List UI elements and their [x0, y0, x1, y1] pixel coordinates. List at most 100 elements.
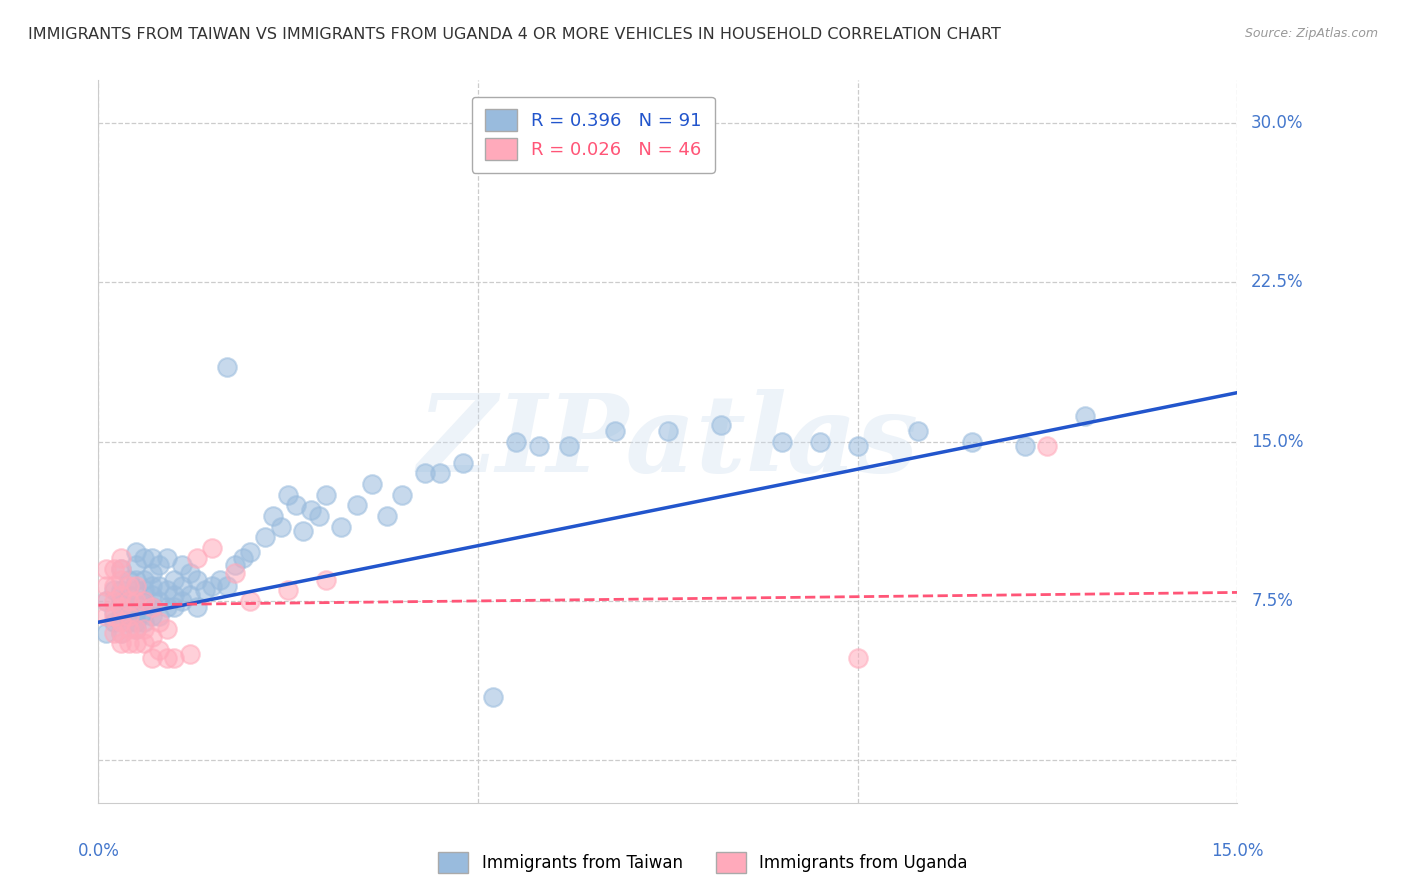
Point: [284, 498, 307, 512]
Point: [148, 594, 170, 608]
Point: [110, 588, 132, 602]
Text: Source: ZipAtlas.com: Source: ZipAtlas.com: [1244, 27, 1378, 40]
Point: [451, 456, 474, 470]
Point: [360, 477, 382, 491]
Point: [110, 600, 132, 615]
Point: [232, 551, 254, 566]
Point: [148, 642, 170, 657]
Point: [156, 583, 179, 598]
Point: [125, 594, 148, 608]
Point: [118, 608, 141, 623]
Text: 30.0%: 30.0%: [1251, 114, 1303, 132]
Point: [770, 434, 793, 449]
Point: [132, 573, 155, 587]
Point: [125, 636, 148, 650]
Point: [179, 647, 201, 661]
Point: [141, 551, 163, 566]
Point: [846, 651, 869, 665]
Point: [156, 622, 179, 636]
Point: [148, 608, 170, 623]
Point: [125, 545, 148, 559]
Point: [110, 562, 132, 576]
Text: 22.5%: 22.5%: [1251, 273, 1303, 291]
Point: [118, 615, 141, 630]
Point: [315, 573, 337, 587]
Point: [141, 600, 163, 615]
Point: [413, 467, 436, 481]
Point: [110, 594, 132, 608]
Text: IMMIGRANTS FROM TAIWAN VS IMMIGRANTS FROM UGANDA 4 OR MORE VEHICLES IN HOUSEHOLD: IMMIGRANTS FROM TAIWAN VS IMMIGRANTS FRO…: [28, 27, 1001, 42]
Point: [292, 524, 315, 538]
Point: [163, 588, 186, 602]
Point: [186, 551, 208, 566]
Legend: R = 0.396   N = 91, R = 0.026   N = 46: R = 0.396 N = 91, R = 0.026 N = 46: [472, 96, 714, 173]
Point: [141, 566, 163, 581]
Point: [429, 467, 451, 481]
Point: [118, 573, 141, 587]
Point: [125, 583, 148, 598]
Text: 15.0%: 15.0%: [1251, 433, 1303, 450]
Point: [163, 600, 186, 615]
Point: [118, 600, 141, 615]
Point: [315, 488, 337, 502]
Point: [125, 579, 148, 593]
Point: [1036, 439, 1059, 453]
Point: [125, 573, 148, 587]
Point: [186, 573, 208, 587]
Point: [657, 424, 679, 438]
Point: [141, 588, 163, 602]
Point: [330, 519, 353, 533]
Point: [156, 600, 179, 615]
Point: [132, 594, 155, 608]
Point: [156, 551, 179, 566]
Point: [239, 594, 262, 608]
Point: [186, 600, 208, 615]
Point: [148, 615, 170, 630]
Point: [94, 594, 117, 608]
Point: [148, 558, 170, 572]
Legend: Immigrants from Taiwan, Immigrants from Uganda: Immigrants from Taiwan, Immigrants from …: [432, 846, 974, 880]
Text: 15.0%: 15.0%: [1211, 842, 1264, 860]
Point: [132, 605, 155, 619]
Point: [239, 545, 262, 559]
Point: [125, 615, 148, 630]
Point: [94, 562, 117, 576]
Point: [132, 594, 155, 608]
Point: [110, 583, 132, 598]
Point: [270, 519, 292, 533]
Point: [1014, 439, 1036, 453]
Point: [94, 625, 117, 640]
Point: [299, 502, 322, 516]
Point: [110, 615, 132, 630]
Point: [125, 594, 148, 608]
Point: [118, 622, 141, 636]
Point: [125, 622, 148, 636]
Point: [170, 594, 193, 608]
Text: 0.0%: 0.0%: [77, 842, 120, 860]
Point: [110, 573, 132, 587]
Point: [141, 600, 163, 615]
Point: [103, 608, 125, 623]
Point: [141, 608, 163, 623]
Point: [103, 615, 125, 630]
Point: [118, 608, 141, 623]
Point: [163, 651, 186, 665]
Point: [94, 594, 117, 608]
Point: [110, 625, 132, 640]
Point: [505, 434, 527, 449]
Point: [110, 562, 132, 576]
Point: [132, 622, 155, 636]
Point: [482, 690, 505, 704]
Point: [103, 605, 125, 619]
Point: [277, 488, 299, 502]
Point: [254, 530, 277, 544]
Point: [110, 551, 132, 566]
Point: [125, 605, 148, 619]
Point: [217, 579, 239, 593]
Point: [846, 439, 869, 453]
Point: [141, 630, 163, 644]
Point: [132, 636, 155, 650]
Point: [201, 579, 224, 593]
Point: [132, 583, 155, 598]
Point: [391, 488, 413, 502]
